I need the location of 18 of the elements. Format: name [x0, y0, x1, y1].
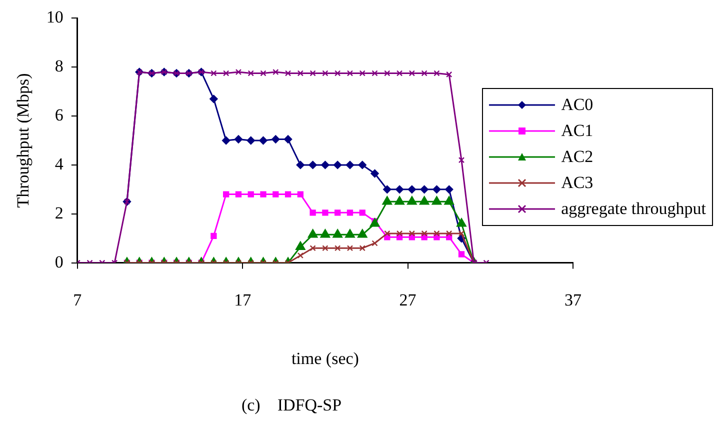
x-tick-label: 37	[564, 290, 582, 310]
y-tick-label: 2	[54, 203, 64, 222]
y-tick-label: 8	[54, 56, 64, 76]
y-tick-label: 0	[54, 252, 64, 272]
legend-label: AC3	[561, 172, 594, 194]
x-tick-label: 7	[73, 290, 82, 310]
y-axis-title: Throughput (Mbps)	[14, 73, 33, 208]
legend-label: AC2	[561, 146, 594, 168]
legend-label: aggregate throughput	[561, 198, 706, 220]
text: (c) IDFQ-SP	[241, 395, 342, 414]
x-tick-label: 27	[399, 290, 417, 310]
y-tick-label: 10	[46, 8, 64, 27]
y-tick-label: 4	[54, 154, 64, 174]
legend-label: AC1	[561, 120, 594, 142]
x-axis-title: time (sec)	[291, 348, 359, 368]
x-tick-label: 17	[234, 290, 252, 310]
legend-label: AC0	[561, 94, 594, 116]
y-tick-label: 6	[54, 106, 64, 125]
